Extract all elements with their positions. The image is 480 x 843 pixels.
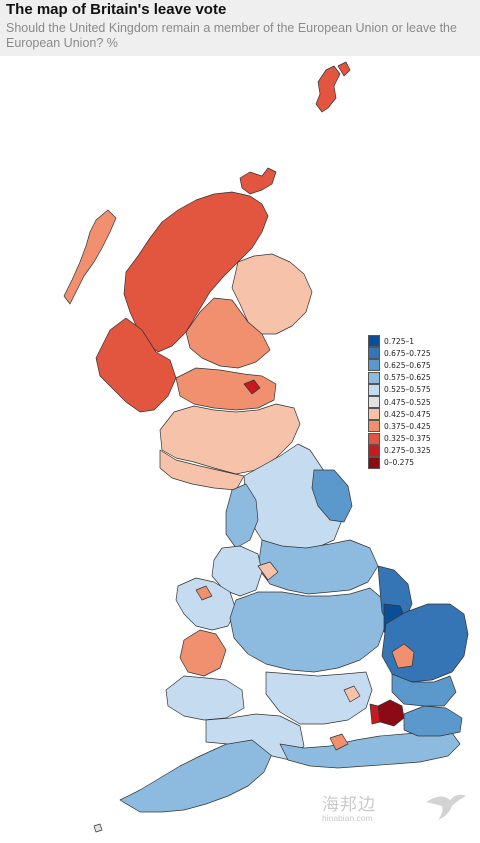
region-perth — [185, 297, 271, 369]
region-south-west — [119, 735, 273, 813]
legend-swatch — [368, 359, 380, 372]
region-south-central — [265, 671, 373, 725]
legend-swatch — [368, 396, 380, 409]
legend-item: 0.325–0.375 — [368, 432, 431, 445]
region-yorkshire — [257, 539, 379, 595]
legend-item: 0.725–1 — [368, 335, 431, 348]
region-central-belt — [175, 367, 277, 411]
legend-label: 0.425–0.475 — [384, 409, 431, 419]
legend-label: 0.375–0.425 — [384, 421, 431, 431]
legend-swatch — [368, 444, 380, 457]
region-cumbria — [225, 483, 259, 549]
region-argyll — [95, 317, 177, 413]
region-manchester — [257, 561, 279, 581]
legend-item: 0.425–0.475 — [368, 408, 431, 421]
region-north-wales — [175, 577, 237, 631]
region-cambridge — [391, 643, 415, 669]
legend-label: 0.325–0.375 — [384, 434, 431, 444]
map-title: The map of Britain's leave vote — [6, 1, 227, 18]
watermark-chinese: 海邦边 — [322, 795, 376, 815]
legend: 0.725–1 0.675–0.725 0.625–0.675 0.575–0.625… — [368, 335, 431, 469]
legend-item: 0.575–0.625 — [368, 371, 431, 384]
header: The map of Britain's leave vote Should t… — [0, 0, 480, 56]
region-london-ring — [369, 703, 381, 725]
legend-swatch — [368, 347, 380, 360]
region-outer-hebrides — [63, 209, 117, 305]
region-essex — [391, 673, 457, 707]
region-london — [377, 699, 405, 727]
region-aberdeenshire — [231, 253, 313, 335]
legend-label: 0.475–0.525 — [384, 397, 431, 407]
region-midlands — [229, 587, 387, 673]
region-lancashire — [211, 545, 263, 597]
watermark: 海邦边 hinabian.com — [322, 790, 376, 823]
bird-logo-icon — [426, 794, 466, 820]
region-northeast — [311, 469, 353, 523]
region-shetland-north — [337, 61, 351, 77]
legend-item: 0.525–0.575 — [368, 383, 431, 396]
region-oxford — [343, 685, 361, 703]
region-south-wales — [165, 675, 245, 721]
region-scilly — [93, 823, 103, 833]
legend-label: 0.725–1 — [384, 336, 414, 346]
legend-swatch — [368, 408, 380, 421]
legend-item: 0.475–0.525 — [368, 396, 431, 409]
region-shetland — [315, 65, 341, 113]
legend-label: 0.675–0.725 — [384, 348, 431, 358]
legend-swatch — [368, 432, 380, 445]
legend-label: 0.275–0.325 — [384, 446, 431, 456]
region-south-coast — [279, 729, 461, 769]
legend-swatch — [368, 335, 380, 348]
region-edinburgh — [243, 379, 261, 395]
choropleth-map — [63, 61, 469, 833]
region-mid-wales — [179, 629, 227, 677]
region-southern-scotland — [159, 403, 301, 475]
legend-label: 0–0.275 — [384, 458, 414, 468]
map-subtitle: Should the United Kingdom remain a membe… — [6, 21, 457, 50]
region-orkney — [239, 167, 277, 195]
legend-item: 0.625–0.675 — [368, 359, 431, 372]
region-kent — [403, 705, 463, 737]
legend-item: 0–0.275 — [368, 456, 431, 469]
legend-item: 0.375–0.425 — [368, 420, 431, 433]
legend-label: 0.525–0.575 — [384, 385, 431, 395]
legend-swatch — [368, 383, 380, 396]
legend-item: 0.675–0.725 — [368, 347, 431, 360]
legend-label: 0.575–0.625 — [384, 373, 431, 383]
legend-swatch — [368, 456, 380, 469]
legend-item: 0.275–0.325 — [368, 444, 431, 457]
region-liverpool — [195, 585, 213, 601]
legend-swatch — [368, 371, 380, 384]
watermark-url: hinabian.com — [322, 813, 373, 823]
legend-label: 0.625–0.675 — [384, 360, 431, 370]
legend-swatch — [368, 420, 380, 433]
region-brighton — [329, 733, 349, 751]
